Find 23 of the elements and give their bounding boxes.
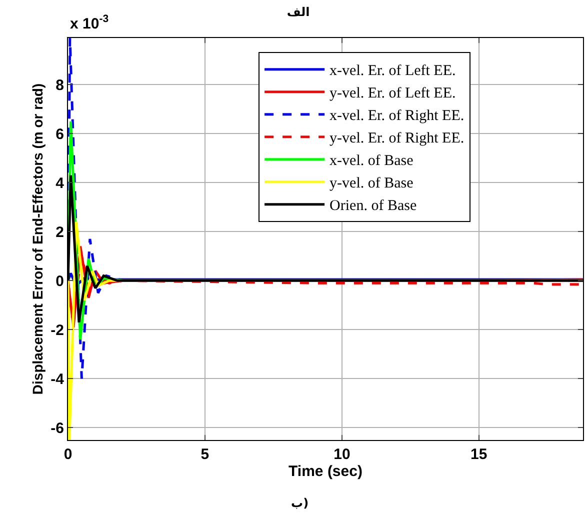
chart-title: الف xyxy=(286,5,310,20)
y-tick-label: 0 xyxy=(56,272,64,290)
legend-label: x-vel. of Base xyxy=(330,153,414,170)
y-tick-label: -4 xyxy=(50,370,65,388)
x-tick-label: 15 xyxy=(470,446,488,463)
y-axis-title: Displacement Error of End-Effectors (m or rad) xyxy=(29,83,46,395)
y-tick-label: 4 xyxy=(56,174,65,192)
legend-label: y-vel. Er. of Right EE. xyxy=(330,130,464,147)
legend-label: y-vel. Er. of Left EE. xyxy=(330,86,456,102)
text: ب) xyxy=(291,496,309,510)
x-tick-label: 5 xyxy=(200,446,210,463)
legend-label: y-vel. of Base xyxy=(330,176,414,192)
y-tick-label: 2 xyxy=(56,224,64,241)
x-tick-label: 10 xyxy=(334,446,350,463)
legend-label: x-vel. Er. of Left EE. xyxy=(330,63,456,80)
text: x 10$^{-3}$ xyxy=(70,13,109,32)
legend-label: Orien. of Base xyxy=(330,198,417,214)
y-tick-label: 6 xyxy=(56,126,64,143)
y-tick-label: 8 xyxy=(56,76,64,94)
y-tick-label: -2 xyxy=(50,322,64,339)
x-axis-title: Time (sec) xyxy=(288,463,362,480)
legend-label: x-vel. Er. of Right EE. xyxy=(330,108,464,124)
y-tick-label: -6 xyxy=(50,420,64,437)
